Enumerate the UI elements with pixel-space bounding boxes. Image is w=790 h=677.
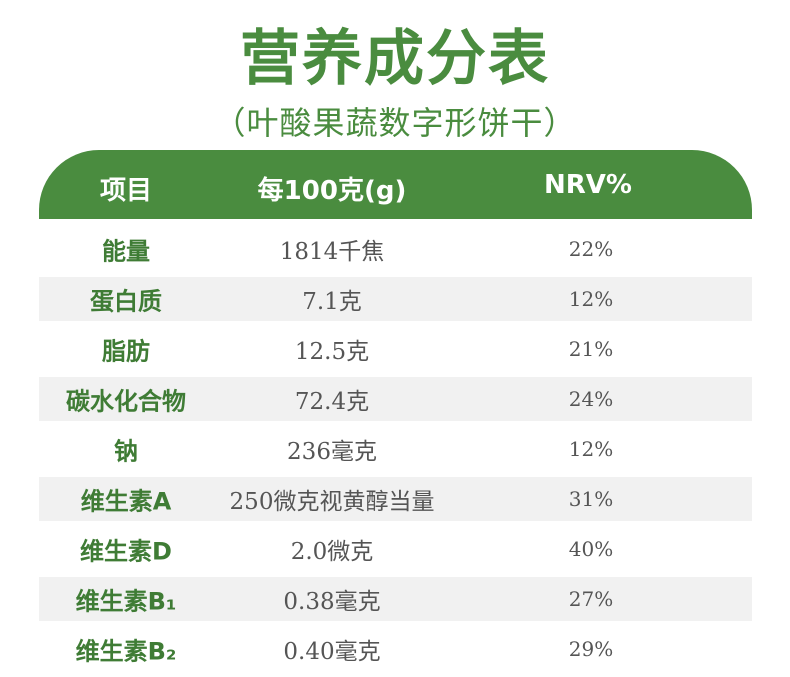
row-value: 0.40毫克 bbox=[283, 639, 381, 665]
table-row: 钠 236毫克 12% bbox=[39, 427, 752, 471]
page-title: 营养成分表 bbox=[240, 24, 550, 94]
row-item: 碳水化合物 bbox=[66, 387, 186, 416]
row-nrv: 31% bbox=[568, 487, 614, 511]
row-nrv: 22% bbox=[568, 237, 614, 261]
row-item: 维生素A bbox=[80, 487, 172, 516]
row-nrv: 29% bbox=[568, 637, 614, 661]
row-nrv: 40% bbox=[568, 537, 614, 561]
table-header: 项目 每100克(g) NRV% bbox=[39, 150, 752, 219]
row-item: 维生素D bbox=[80, 537, 172, 566]
row-value: 7.1克 bbox=[302, 289, 362, 315]
header-per-100g: 每100克(g) bbox=[257, 176, 407, 206]
table-row: 维生素A 250微克视黄醇当量 31% bbox=[39, 477, 752, 521]
row-value: 250微克视黄醇当量 bbox=[229, 489, 435, 515]
row-item: 钠 bbox=[114, 437, 138, 466]
row-item: 维生素B₁ bbox=[75, 587, 177, 616]
table-row: 脂肪 12.5克 21% bbox=[39, 327, 752, 371]
table-row: 维生素B₁ 0.38毫克 27% bbox=[39, 577, 752, 621]
table-row: 碳水化合物 72.4克 24% bbox=[39, 377, 752, 421]
header-nrv: NRV% bbox=[544, 170, 632, 200]
table-row: 能量 1814千焦 22% bbox=[39, 227, 752, 271]
row-value: 12.5克 bbox=[294, 339, 370, 365]
row-item: 蛋白质 bbox=[90, 287, 162, 316]
row-value: 72.4克 bbox=[294, 389, 370, 415]
row-value: 0.38毫克 bbox=[283, 589, 381, 615]
row-value: 236毫克 bbox=[287, 439, 377, 465]
row-nrv: 12% bbox=[568, 287, 614, 311]
header-item: 项目 bbox=[99, 176, 153, 206]
table-row: 维生素D 2.0微克 40% bbox=[39, 527, 752, 571]
table-row: 蛋白质 7.1克 12% bbox=[39, 277, 752, 321]
row-nrv: 24% bbox=[568, 387, 614, 411]
row-item: 脂肪 bbox=[102, 337, 150, 366]
row-item: 能量 bbox=[102, 237, 150, 266]
row-item: 维生素B₂ bbox=[75, 637, 177, 666]
table-row: 维生素B₂ 0.40毫克 29% bbox=[39, 627, 752, 671]
row-value: 2.0微克 bbox=[290, 539, 374, 565]
row-nrv: 21% bbox=[568, 337, 614, 361]
row-nrv: 27% bbox=[568, 587, 614, 611]
page-subtitle: （叶酸果蔬数字形饼干） bbox=[213, 104, 577, 142]
row-value: 1814千焦 bbox=[279, 239, 385, 265]
row-nrv: 12% bbox=[568, 437, 614, 461]
nutrition-table: 能量 1814千焦 22% 蛋白质 7.1克 12% 脂肪 12.5克 21% … bbox=[39, 227, 752, 677]
